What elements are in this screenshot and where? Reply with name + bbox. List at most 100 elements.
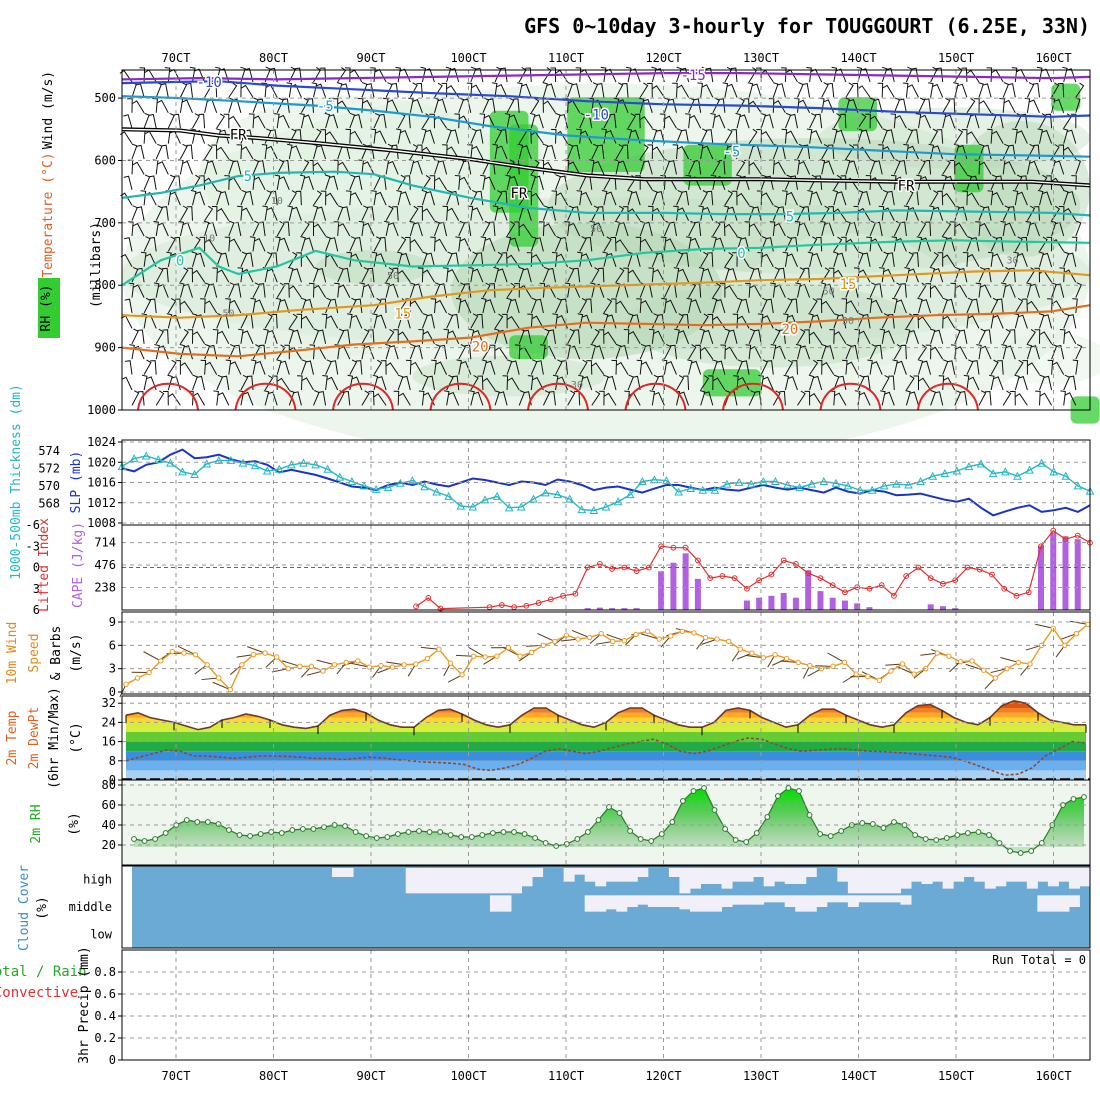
- wind-barb: [187, 329, 194, 344]
- wind-barb: [984, 390, 992, 406]
- wind-barb: [559, 175, 569, 190]
- cloud-gap: [1058, 895, 1070, 912]
- wind-barb: [398, 331, 411, 345]
- wind-barb: [844, 97, 850, 113]
- cloud-gap: [847, 868, 859, 894]
- wind-barb: [603, 374, 609, 391]
- contour-label: -10: [584, 107, 609, 123]
- wind-barb: [376, 376, 387, 391]
- wind-barb: [367, 329, 375, 344]
- wind-barb: [324, 174, 331, 190]
- wind-speed-marker: [436, 646, 442, 652]
- wind-barb: [350, 192, 363, 206]
- wind-barb: [857, 85, 871, 98]
- wind-barb: [401, 314, 411, 329]
- wind-barb: [678, 330, 690, 344]
- wind-barb: [228, 115, 242, 129]
- rh-marker: [394, 831, 401, 837]
- wind-barb: [305, 360, 314, 375]
- rh-marker: [743, 839, 750, 845]
- thickness-marker: [274, 464, 284, 473]
- wind-barb: [470, 313, 479, 329]
- wind-barb: [622, 144, 629, 160]
- rh-marker: [964, 830, 971, 836]
- wind-barb: [647, 82, 653, 98]
- wind-barb: [510, 360, 520, 375]
- wind-barb: [514, 283, 520, 298]
- wind-barb: [431, 359, 437, 375]
- wind-barb: [815, 236, 823, 252]
- wind-barb: [882, 84, 895, 98]
- wind-barb: [530, 236, 537, 252]
- wind-barb: [748, 100, 762, 114]
- wind-barb: [452, 375, 460, 391]
- date-label-bottom: 130CT: [743, 1069, 779, 1083]
- wind-barb: [831, 128, 838, 144]
- wind-barb: [892, 359, 898, 375]
- surface-wind-barb: [247, 646, 266, 654]
- wind-barb: [376, 314, 387, 329]
- wind-barb: [966, 97, 976, 114]
- wind-barb: [834, 392, 847, 406]
- wind-barb: [149, 298, 157, 314]
- wind-barb: [373, 393, 387, 406]
- wind-speed-marker: [772, 651, 778, 658]
- wind-barb: [509, 114, 520, 129]
- wind-barb: [301, 315, 314, 329]
- rh-shading: [818, 107, 1090, 169]
- wind-barb: [366, 144, 375, 160]
- thickness-marker: [153, 455, 163, 464]
- wind-barb: [168, 393, 181, 406]
- wind-barb: [832, 251, 839, 267]
- wind-barb: [907, 145, 919, 160]
- wind-barb: [153, 220, 159, 237]
- cloud-gap: [900, 868, 912, 889]
- wind-speed-marker: [227, 686, 234, 693]
- rh-tick-label: 60: [102, 798, 116, 812]
- wind-barb: [942, 97, 951, 114]
- wind-barb: [707, 252, 714, 267]
- wind-barb: [601, 190, 608, 206]
- wind-barb: [233, 344, 242, 360]
- wind-barb: [881, 251, 889, 268]
- wind-barb: [635, 175, 641, 190]
- cloud-gap: [837, 868, 849, 882]
- wind-barb: [651, 66, 657, 83]
- wind-barb: [263, 390, 270, 406]
- rh-contour-label: 30: [842, 316, 854, 327]
- wind-barb: [1054, 160, 1065, 175]
- wind-barb: [458, 344, 466, 360]
- rh-marker: [289, 827, 296, 833]
- contour-label: 20: [472, 339, 489, 355]
- wind-barb: [236, 144, 243, 160]
- thickness-marker: [637, 476, 647, 485]
- wind-speed-marker: [308, 663, 315, 670]
- wind-barb: [170, 314, 181, 329]
- contour-label: 5: [786, 210, 794, 226]
- wind-barb: [275, 297, 282, 314]
- wind-barb: [636, 298, 642, 314]
- wind-barb: [506, 221, 516, 237]
- wind-barb: [878, 144, 884, 160]
- wind-barb: [895, 176, 907, 191]
- wind-barb: [930, 390, 937, 406]
- wind-barb: [191, 251, 198, 267]
- thickness-marker: [940, 469, 950, 478]
- wind-barb: [711, 297, 718, 314]
- wind-barb: [628, 331, 641, 345]
- wind-barb: [320, 129, 327, 144]
- precip-tick-label: 0: [109, 1053, 116, 1067]
- temp-panel-label-2: 2m DewPt: [27, 707, 42, 770]
- wind-barb: [238, 328, 244, 344]
- wind-barb: [296, 313, 303, 329]
- wind-barb: [225, 359, 232, 375]
- cape-bar: [621, 608, 628, 610]
- surface-wind-barb: [896, 665, 915, 675]
- wind-barb: [672, 82, 678, 98]
- slp-line: [121, 448, 1091, 517]
- wind-barb: [241, 207, 254, 221]
- wind-barb: [271, 313, 278, 329]
- wind-barb: [866, 298, 873, 314]
- lifted-index-marker: [498, 602, 505, 608]
- wind-barb: [740, 237, 750, 252]
